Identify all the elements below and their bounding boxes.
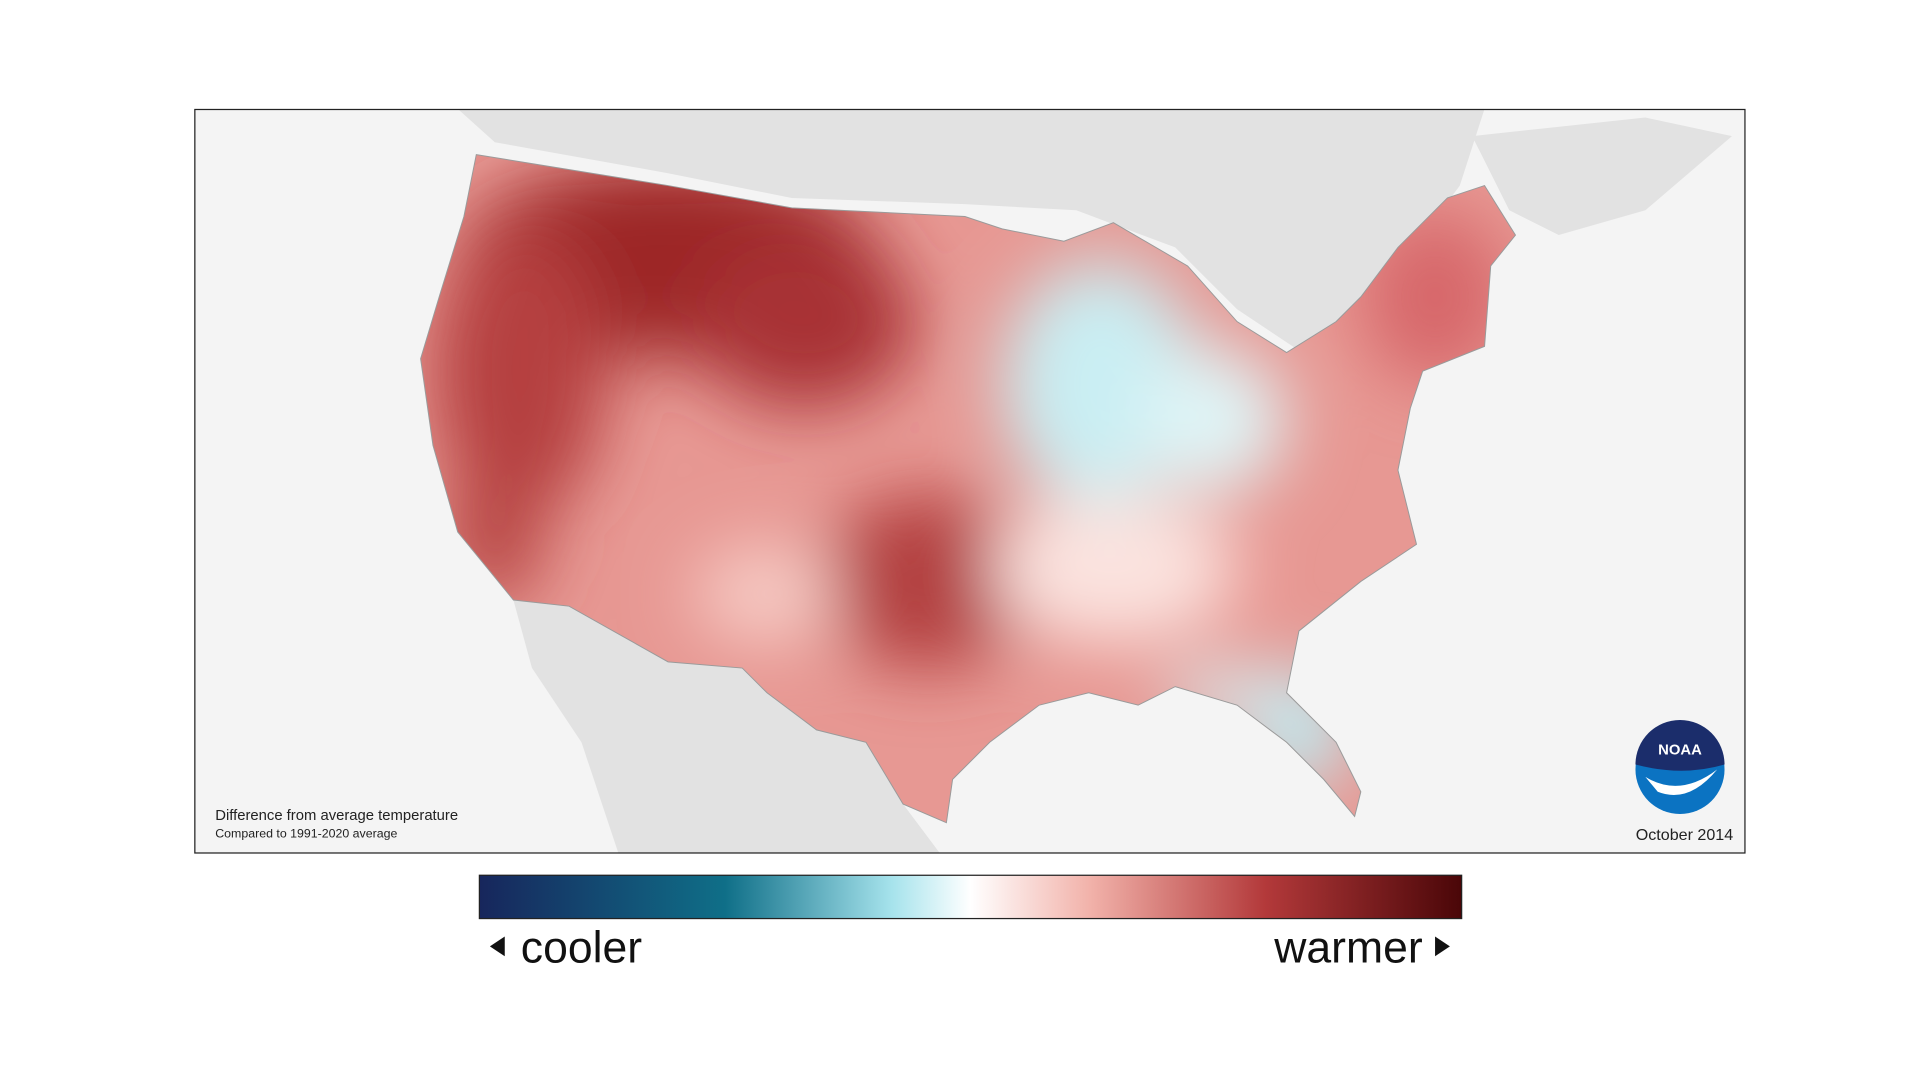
anomaly-blobs [432, 160, 1510, 792]
blob [432, 222, 607, 520]
caption: Difference from average temperature [215, 808, 458, 824]
blob [1360, 210, 1510, 384]
arrow-left [489, 936, 505, 957]
logo-text: NOAA [1658, 743, 1702, 759]
legend: cooler warmer [478, 874, 1463, 972]
blob [692, 544, 842, 644]
arrow-right [1435, 936, 1450, 957]
subcaption: Compared to 1991-2020 average [215, 827, 397, 841]
blob [816, 494, 1040, 669]
legend-high: warmer [1273, 923, 1423, 972]
map-area: NOAA Difference from average temperature… [194, 108, 1745, 854]
noaa-logo: NOAA [1635, 720, 1725, 815]
logo-bird [1645, 769, 1718, 796]
canada [457, 108, 1485, 359]
us-outline [420, 154, 1517, 824]
logo-top [1635, 720, 1725, 771]
mexico [513, 600, 941, 854]
map-frame [194, 108, 1746, 854]
blob [692, 235, 916, 409]
canada-east [1472, 117, 1732, 236]
blob [989, 494, 1238, 644]
legend-low: cooler [521, 923, 642, 972]
blob [1138, 346, 1287, 495]
date-label: October 2014 [1636, 826, 1733, 844]
color-scale [478, 874, 1463, 920]
